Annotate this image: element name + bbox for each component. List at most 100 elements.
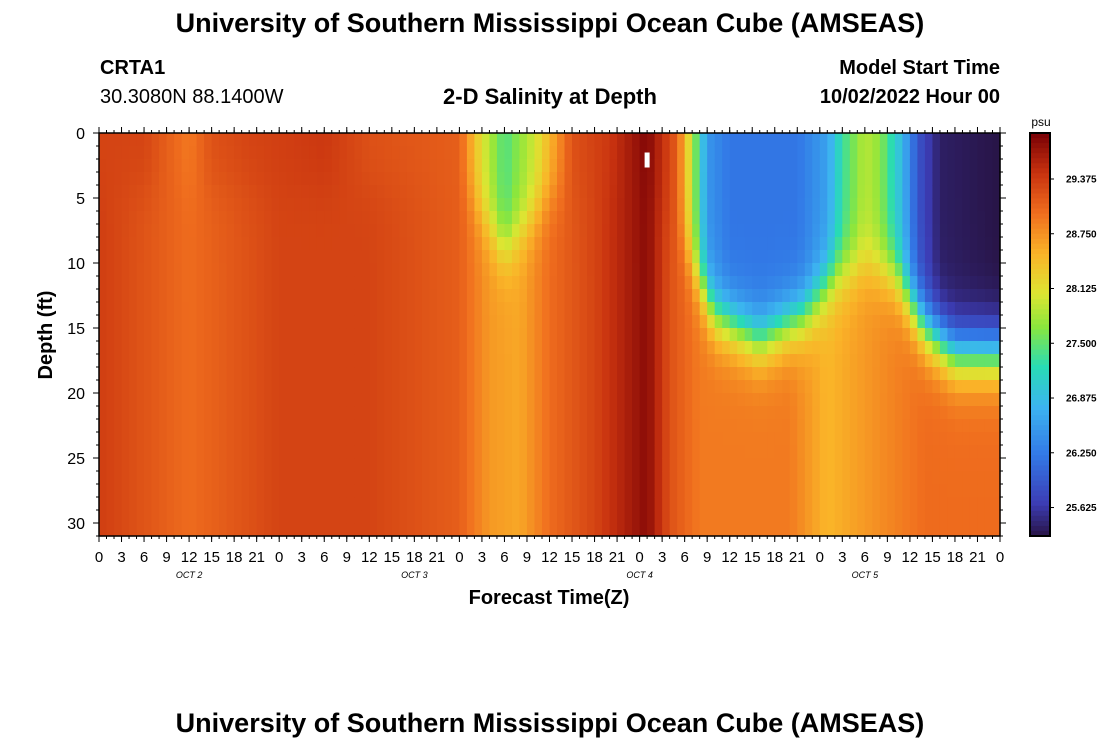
- heatmap-cell: [767, 172, 776, 186]
- heatmap-cell: [511, 224, 521, 238]
- heatmap-cell: [692, 393, 701, 407]
- heatmap-cell: [406, 315, 415, 329]
- heatmap-cell: [827, 133, 836, 147]
- heatmap-cell: [474, 432, 483, 446]
- heatmap-cell: [894, 445, 903, 459]
- heatmap-cell: [887, 146, 896, 160]
- heatmap-cell: [894, 315, 903, 329]
- heatmap-cell: [421, 497, 430, 511]
- heatmap-cell: [241, 185, 250, 199]
- heatmap-cell: [954, 419, 964, 433]
- heatmap-cell: [647, 367, 656, 381]
- heatmap-cell: [504, 471, 513, 485]
- heatmap-cell: [699, 146, 708, 160]
- heatmap-cell: [316, 224, 325, 238]
- heatmap-cell: [699, 419, 708, 433]
- heatmap-cell: [737, 445, 746, 459]
- heatmap-cell: [376, 445, 385, 459]
- heatmap-cell: [196, 328, 205, 342]
- heatmap-cell: [159, 237, 168, 251]
- heatmap-cell: [414, 380, 423, 394]
- heatmap-cell: [639, 276, 648, 290]
- colorbar-segment: [1030, 515, 1050, 522]
- heatmap-cell: [827, 185, 836, 199]
- heatmap-cell: [939, 523, 949, 537]
- heatmap-cell: [594, 471, 603, 485]
- heatmap-cell: [752, 510, 761, 524]
- heatmap-cell: [767, 159, 776, 173]
- heatmap-cell: [992, 237, 1001, 251]
- heatmap-cell: [451, 198, 460, 212]
- heatmap-cell: [594, 328, 603, 342]
- heatmap-cell: [647, 159, 656, 173]
- heatmap-cell: [557, 224, 566, 238]
- heatmap-cell: [714, 341, 723, 355]
- heatmap-cell: [114, 354, 123, 368]
- heatmap-cell: [211, 198, 220, 212]
- heatmap-cell: [301, 315, 310, 329]
- heatmap-cell: [324, 510, 333, 524]
- heatmap-cell: [947, 237, 956, 251]
- heatmap-cell: [144, 276, 153, 290]
- heatmap-cell: [744, 224, 753, 238]
- heatmap-cell: [609, 133, 618, 147]
- heatmap-cell: [354, 159, 363, 173]
- heatmap-cell: [264, 276, 273, 290]
- heatmap-cell: [594, 484, 603, 498]
- heatmap-cell: [286, 185, 295, 199]
- heatmap-cell: [444, 510, 453, 524]
- heatmap-cell: [354, 224, 363, 238]
- heatmap-cell: [399, 497, 408, 511]
- heatmap-cell: [609, 237, 618, 251]
- heatmap-cell: [489, 393, 498, 407]
- heatmap-cell: [331, 133, 340, 147]
- heatmap-cell: [759, 315, 768, 329]
- heatmap-cell: [744, 315, 753, 329]
- heatmap-cell: [752, 484, 761, 498]
- heatmap-cell: [496, 224, 506, 238]
- heatmap-cell: [714, 471, 723, 485]
- heatmap-cell: [917, 406, 926, 420]
- heatmap-cell: [481, 224, 491, 238]
- heatmap-cell: [857, 367, 866, 381]
- heatmap-cell: [632, 133, 641, 147]
- heatmap-cell: [842, 471, 851, 485]
- heatmap-cell: [204, 289, 213, 303]
- heatmap-cell: [406, 172, 415, 186]
- heatmap-cell: [346, 224, 355, 238]
- heatmap-cell: [301, 263, 310, 277]
- heatmap-cell: [917, 237, 926, 251]
- heatmap-cell: [189, 263, 198, 277]
- heatmap-cell: [962, 445, 971, 459]
- heatmap-cell: [992, 263, 1001, 277]
- heatmap-cell: [436, 406, 445, 420]
- heatmap-cell: [151, 237, 160, 251]
- heatmap-cell: [804, 367, 813, 381]
- heatmap-cell: [647, 354, 656, 368]
- heatmap-cell: [654, 211, 663, 225]
- heatmap-cell: [331, 159, 340, 173]
- heatmap-cell: [271, 172, 280, 186]
- heatmap-cell: [962, 432, 971, 446]
- heatmap-cell: [241, 328, 250, 342]
- heatmap-cell: [384, 432, 393, 446]
- heatmap-cell: [144, 510, 153, 524]
- heatmap-cell: [406, 133, 415, 147]
- heatmap-cell: [617, 367, 626, 381]
- heatmap-cell: [211, 328, 220, 342]
- heatmap-cell: [579, 172, 588, 186]
- heatmap-cell: [159, 159, 168, 173]
- heatmap-cell: [647, 406, 656, 420]
- heatmap-cell: [752, 276, 761, 290]
- heatmap-cell: [894, 510, 903, 524]
- heatmap-cell: [241, 406, 250, 420]
- heatmap-cell: [602, 354, 611, 368]
- heatmap-cell: [654, 406, 663, 420]
- heatmap-cell: [557, 354, 566, 368]
- heatmap-cell: [316, 159, 325, 173]
- heatmap-cell: [151, 341, 160, 355]
- heatmap-cell: [196, 146, 205, 160]
- heatmap-cell: [984, 237, 994, 251]
- heatmap-cell: [301, 393, 310, 407]
- heatmap-cell: [474, 484, 483, 498]
